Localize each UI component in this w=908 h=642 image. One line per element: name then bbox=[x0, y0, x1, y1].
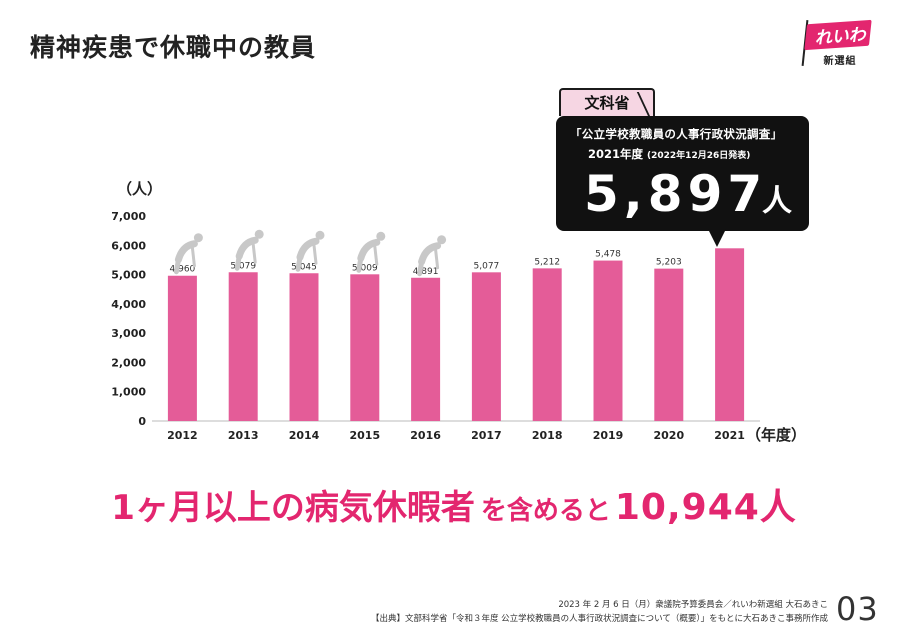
y-tick-label: 0 bbox=[138, 415, 146, 428]
y-tick-label: 3,000 bbox=[111, 327, 146, 340]
data-label: 5,045 bbox=[291, 262, 317, 272]
bar bbox=[289, 273, 319, 421]
x-axis-label: （年度） bbox=[746, 426, 806, 444]
logo-subtext: 新選組 bbox=[823, 56, 857, 67]
tired-person-icon bbox=[295, 230, 325, 272]
callout-pointer bbox=[708, 229, 726, 247]
bar-chart: （人） 0 1,000 2,000 3,000 4,000 5,000 6,000 7,000 4… bbox=[111, 180, 806, 444]
headline: 1ヶ月以上の病気休暇者 を含めると 10,944人 bbox=[0, 478, 908, 530]
y-tick-label: 7,000 bbox=[111, 210, 146, 223]
tired-person-icon bbox=[356, 231, 386, 273]
bar bbox=[350, 274, 380, 421]
highlight-callout: 「公立学校教職員の人事行政状況調査」 2021年度 (2022年12月26日発表)… bbox=[556, 116, 809, 231]
headline-part1: 1ヶ月以上の病気休暇者 bbox=[111, 488, 475, 528]
y-tick-label: 1,000 bbox=[111, 386, 146, 399]
bar bbox=[228, 272, 258, 421]
page-number: 03 bbox=[836, 590, 879, 628]
y-tick-label: 6,000 bbox=[111, 239, 146, 252]
callout-year: 2021年度 (2022年12月26日発表) bbox=[588, 147, 751, 161]
footer-event: 2023 年 2 月 6 日（月）衆議院予算委員会／れいわ新選組 大石あきこ bbox=[558, 600, 828, 610]
x-tick-label: 2016 bbox=[410, 429, 441, 442]
data-label: 5,009 bbox=[352, 263, 378, 273]
bar bbox=[532, 268, 562, 421]
bar bbox=[471, 272, 501, 421]
tired-person-icon bbox=[417, 235, 447, 277]
x-tick-label: 2017 bbox=[471, 429, 502, 442]
data-label: 4,891 bbox=[413, 267, 439, 277]
x-tick-label: 2012 bbox=[167, 429, 198, 442]
bar bbox=[167, 275, 197, 421]
x-tick-label: 2014 bbox=[289, 429, 320, 442]
data-label: 5,079 bbox=[230, 261, 256, 271]
tired-person-icon bbox=[234, 229, 264, 271]
x-tick-label: 2019 bbox=[593, 429, 624, 442]
x-tick-label: 2013 bbox=[228, 429, 259, 442]
x-tick-label: 2018 bbox=[532, 429, 563, 442]
y-tick-label: 2,000 bbox=[111, 356, 146, 369]
headline-total: 10,944人 bbox=[614, 487, 797, 528]
headline-part2: を含めると bbox=[480, 496, 611, 526]
x-tick-label: 2021 bbox=[714, 429, 745, 442]
bar bbox=[715, 248, 745, 421]
data-label: 5,212 bbox=[534, 257, 560, 267]
callout-date: (2022年12月26日発表) bbox=[647, 151, 751, 161]
callout-unit: 人 bbox=[762, 184, 792, 219]
bar bbox=[654, 268, 684, 421]
data-label: 4,960 bbox=[170, 265, 196, 275]
tired-person-icon bbox=[173, 233, 203, 275]
data-label: 5,203 bbox=[656, 258, 682, 268]
callout-survey-name: 「公立学校教職員の人事行政状況調査」 bbox=[570, 127, 783, 141]
footer-source: 【出典】文部科学省「令和３年度 公立学校教職員の人事行政状況調査について（概要）… bbox=[370, 614, 828, 624]
x-tick-label: 2015 bbox=[349, 429, 380, 442]
y-tick-label: 5,000 bbox=[111, 269, 146, 282]
bar bbox=[593, 260, 623, 421]
y-tick-label: 4,000 bbox=[111, 298, 146, 311]
source-tab: 文科省 bbox=[559, 88, 655, 116]
reiwa-logo: れいわ 新選組 bbox=[796, 19, 878, 76]
bar bbox=[411, 277, 441, 421]
y-axis-label: （人） bbox=[117, 180, 162, 198]
page-title: 精神疾患で休職中の教員 bbox=[30, 33, 317, 62]
x-tick-label: 2020 bbox=[653, 429, 684, 442]
data-label: 5,478 bbox=[595, 250, 621, 260]
callout-value: 5,897 bbox=[584, 165, 768, 223]
data-label: 5,077 bbox=[474, 261, 500, 271]
